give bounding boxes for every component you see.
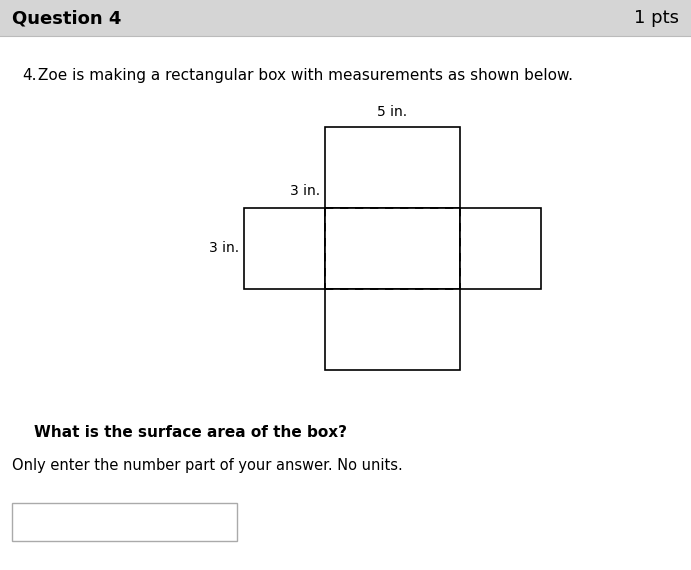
Bar xyxy=(12,503,237,541)
Bar xyxy=(325,127,460,208)
Bar xyxy=(0,0,691,36)
Text: 5 in.: 5 in. xyxy=(377,105,408,119)
Text: Zoe is making a rectangular box with measurements as shown below.: Zoe is making a rectangular box with mea… xyxy=(38,68,573,83)
Text: Only enter the number part of your answer. No units.: Only enter the number part of your answe… xyxy=(12,458,403,473)
Text: Question 4: Question 4 xyxy=(12,9,122,27)
Text: What is the surface area of the box?: What is the surface area of the box? xyxy=(34,425,347,440)
Bar xyxy=(244,208,325,289)
Text: 4.: 4. xyxy=(22,68,37,83)
Text: 3 in.: 3 in. xyxy=(209,242,239,255)
Text: 1 pts: 1 pts xyxy=(634,9,679,27)
Bar xyxy=(325,208,460,289)
Bar xyxy=(460,208,541,289)
Bar xyxy=(325,289,460,370)
Text: 3 in.: 3 in. xyxy=(290,184,320,198)
